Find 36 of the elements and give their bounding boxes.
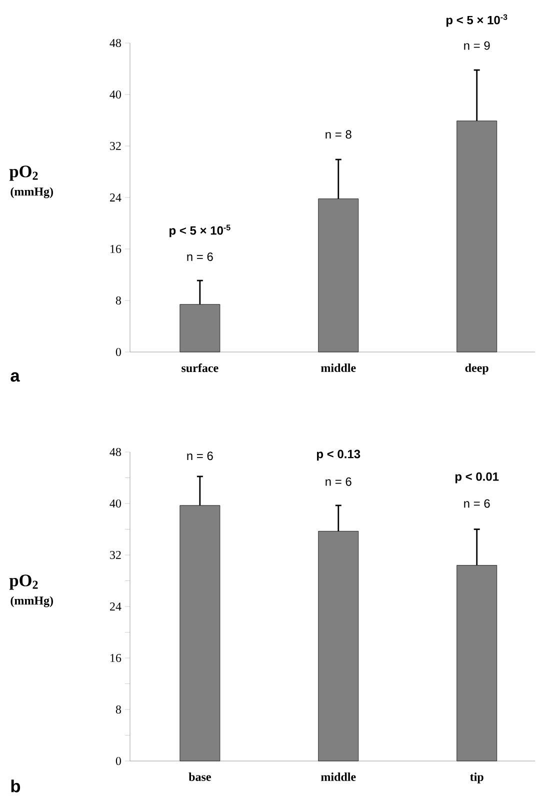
y-tick-label: 32 <box>110 550 121 560</box>
x-tick-label: tip <box>470 772 484 784</box>
y-tick-label: 16 <box>110 654 122 662</box>
y-tick-label: 24 <box>110 194 122 202</box>
text: (mmHg) <box>10 596 53 608</box>
y-tick-label: 48 <box>110 448 122 456</box>
annotation: n = 6 <box>187 252 213 261</box>
y-axis-title: pO$_{2}$ <box>9 166 38 181</box>
x-tick-label: middle <box>321 772 356 781</box>
x-tick-label: deep <box>465 364 488 374</box>
annotation: n = 6 <box>464 499 490 508</box>
annotation: p < 5 × 10$^{-5}$ <box>170 224 230 238</box>
text: b <box>11 780 20 792</box>
annotation: n = 8 <box>326 130 352 139</box>
y-tick-label: 40 <box>110 90 122 99</box>
annotation: n = 6 <box>326 477 352 486</box>
y-tick-label: 0 <box>116 756 122 766</box>
y-tick-label: 48 <box>110 38 122 48</box>
y-tick-label: 8 <box>116 705 122 714</box>
y-tick-label: 32 <box>110 142 121 150</box>
text: p < 5 × 10$^{-3}$ <box>446 14 508 27</box>
y-tick-label: 40 <box>110 499 122 508</box>
y-tick-label: 0 <box>116 348 122 356</box>
text: (mmHg) <box>10 187 53 198</box>
annotation: p < 0.01 <box>455 472 499 484</box>
x-tick-label: base <box>188 772 211 781</box>
annotation: p < 0.13 <box>316 450 360 461</box>
annotation: n = 6 <box>187 452 213 460</box>
annotation: n = 9 <box>464 41 490 50</box>
y-tick-label: 16 <box>110 244 122 254</box>
text: a <box>10 372 20 382</box>
y-axis-title: pO$_{2}$ <box>9 574 38 590</box>
y-tick-label: 8 <box>116 296 122 305</box>
y-tick-label: 24 <box>110 602 122 610</box>
x-tick-label: middle <box>321 364 356 372</box>
x-tick-label: surface <box>182 364 218 372</box>
